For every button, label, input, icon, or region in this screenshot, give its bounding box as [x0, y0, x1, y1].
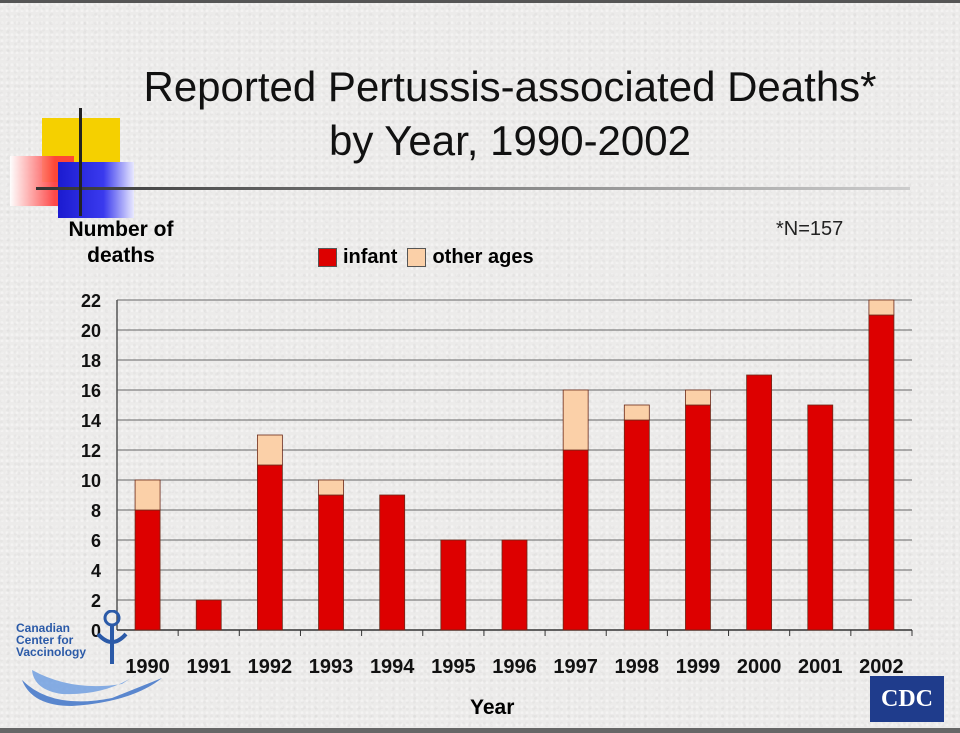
title-underline [36, 187, 910, 190]
bar-other-ages-1998 [623, 404, 650, 421]
bar-other-ages-1999 [685, 389, 711, 406]
ccfv-logo: Canadian Center for Vaccinology [12, 610, 182, 710]
bar-other-ages-2002 [868, 299, 895, 316]
x-tick-label-1998: 1998 [615, 656, 660, 678]
bar-infant-2000 [746, 374, 773, 631]
bar-other-ages-1997 [562, 389, 589, 451]
x-tick-label-2002: 2002 [859, 656, 904, 678]
x-tick-label-1994: 1994 [370, 656, 415, 678]
bar-infant-1999 [685, 404, 711, 631]
bar-infant-1997 [562, 449, 589, 631]
legend-label-other-ages: other ages [432, 246, 534, 268]
page-title: Reported Pertussis-associated Deaths* by… [60, 60, 960, 168]
y-tick-label-12: 12 [81, 441, 101, 461]
bar-other-ages-1993 [318, 479, 344, 496]
bar-infant-1992 [256, 464, 283, 631]
bar-infant-1993 [318, 494, 344, 631]
bar-infant-2001 [807, 404, 834, 631]
decor-blue-square [58, 162, 134, 218]
y-tick-label-16: 16 [81, 381, 101, 401]
x-tick-label-2000: 2000 [737, 656, 782, 678]
bar-infant-1998 [623, 419, 650, 631]
x-tick-label-1999: 1999 [676, 656, 721, 678]
x-tick-label-1995: 1995 [431, 656, 476, 678]
bar-infant-1995 [440, 539, 467, 631]
x-tick-label-1992: 1992 [248, 656, 293, 678]
y-tick-label-14: 14 [81, 411, 101, 431]
bar-other-ages-1990 [134, 479, 161, 511]
x-tick-label-1990: 1990 [125, 656, 170, 678]
y-tick-label-18: 18 [81, 351, 101, 371]
legend-swatch-infant [318, 248, 337, 267]
y-axis-label: Number of deaths [68, 218, 174, 267]
y-tick-label-6: 6 [91, 531, 101, 551]
bar-infant-1996 [501, 539, 528, 631]
cdc-logo: CDC [870, 676, 944, 722]
legend-item-infant: infant [318, 246, 397, 269]
chart-legend: infant other ages [318, 246, 544, 269]
y-tick-label-20: 20 [81, 321, 101, 341]
y-tick-label-2: 2 [91, 591, 101, 611]
x-tick-label-1996: 1996 [492, 656, 537, 678]
decor-vertical-line [79, 108, 82, 216]
bar-infant-1991 [195, 599, 222, 631]
footnote: *N=157 [776, 218, 844, 240]
y-tick-label-4: 4 [91, 561, 101, 581]
x-tick-label-1993: 1993 [309, 656, 354, 678]
y-tick-label-0: 0 [91, 621, 101, 641]
y-tick-label-10: 10 [81, 471, 101, 491]
legend-item-other-ages: other ages [407, 246, 534, 269]
y-tick-label-22: 22 [81, 291, 101, 311]
ccfv-line-2: Center for [16, 633, 74, 647]
x-tick-label-2001: 2001 [798, 656, 843, 678]
ccfv-line-3: Vaccinology [16, 645, 87, 659]
top-border [0, 0, 960, 3]
legend-swatch-other-ages [407, 248, 427, 267]
bar-other-ages-1992 [256, 434, 283, 466]
bottom-border [0, 728, 960, 733]
legend-label-infant: infant [343, 246, 398, 268]
x-tick-label-1997: 1997 [553, 656, 598, 678]
x-tick-label-1991: 1991 [186, 656, 231, 678]
y-tick-label-8: 8 [91, 501, 101, 521]
title-line-2: by Year, 1990-2002 [328, 117, 691, 164]
bar-infant-1994 [379, 494, 406, 631]
ccfv-line-1: Canadian [16, 621, 71, 635]
x-axis-label: Year [470, 696, 515, 719]
ccfv-logo-graphic [22, 610, 162, 706]
bar-infant-2002 [868, 314, 895, 631]
title-line-1: Reported Pertussis-associated Deaths* [143, 63, 877, 110]
